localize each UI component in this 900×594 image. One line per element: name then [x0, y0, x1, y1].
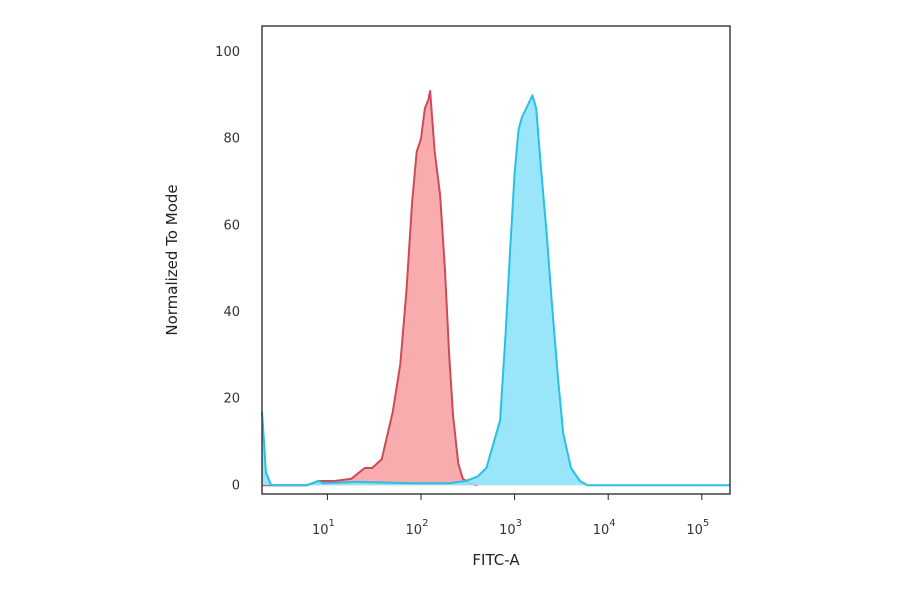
y-tick-label: 60: [223, 218, 240, 233]
series-2-line: [261, 94, 730, 487]
series-layer: [261, 90, 730, 487]
x-tick-label: 103: [499, 518, 522, 538]
y-axis: 0 20 40 60 80 100: [215, 45, 240, 493]
y-tick-label: 100: [215, 45, 240, 60]
y-axis-title: Normalized To Mode: [163, 184, 181, 335]
y-tick-label: 0: [232, 478, 240, 493]
x-tick-label: 105: [686, 518, 709, 538]
x-tick-label: 101: [312, 518, 335, 538]
plot-frame: [261, 25, 731, 495]
x-axis-title: FITC-A: [472, 551, 520, 569]
series-1-line: [262, 90, 478, 487]
y-tick-label: 40: [223, 305, 240, 320]
y-tick-label: 80: [223, 132, 240, 147]
series-1-area: [262, 91, 478, 486]
y-tick-label: 20: [223, 392, 240, 407]
series-2-area: [262, 95, 730, 486]
x-tick-label: 102: [406, 518, 429, 538]
x-tick-label: 104: [593, 518, 616, 538]
x-axis: 101 102 103 104 105: [312, 494, 709, 538]
